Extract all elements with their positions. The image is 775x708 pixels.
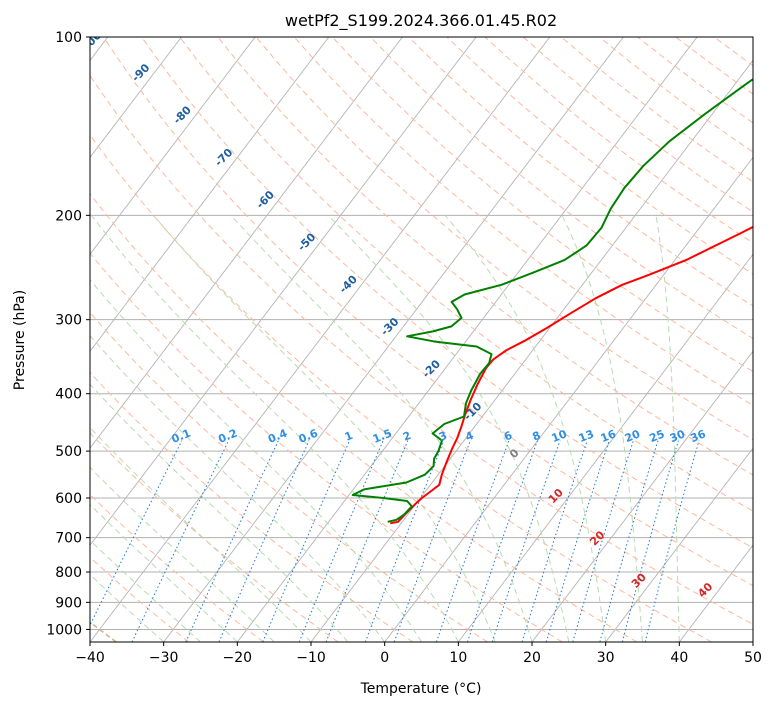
mixing-ratio-line <box>185 440 279 642</box>
x-tick-label: 50 <box>744 650 762 666</box>
moist-adiabat-line <box>91 214 459 642</box>
mixing-ratio-label: 20 <box>623 427 642 445</box>
isotherm-lines <box>90 37 753 642</box>
mixing-ratio-label: 1 <box>343 429 355 444</box>
dry-adiabat-line <box>293 37 753 406</box>
y-tick-label: 700 <box>55 531 82 547</box>
y-tick-label: 200 <box>55 208 82 224</box>
mixing-ratio-label: 3 <box>437 429 449 444</box>
x-tick-label: 10 <box>449 650 467 666</box>
x-axis-label: Temperature (°C) <box>360 681 482 697</box>
y-axis-ticks: 100 200 300 400 500 600 700 800 900 1000 <box>46 30 90 638</box>
isotherm-line <box>605 447 753 642</box>
y-axis-label: Pressure (hPa) <box>12 290 28 390</box>
x-tick-label: 40 <box>670 650 688 666</box>
x-tick-label: −30 <box>149 650 179 666</box>
plot-area: -100-90-80-70-60-50-40-30-20-10010203040… <box>90 37 753 642</box>
moist-adiabat-line <box>90 539 201 642</box>
mixing-ratio-label: 25 <box>647 427 666 445</box>
y-tick-label: 900 <box>55 595 82 611</box>
y-tick-label: 800 <box>55 565 82 581</box>
moist-adiabat-line <box>230 214 533 642</box>
y-tick-label: 400 <box>55 387 82 403</box>
mixing-ratio-line <box>393 440 471 642</box>
moist-adiabat-line <box>153 214 496 642</box>
mixing-ratio-line <box>90 440 183 627</box>
moist-adiabat-line <box>327 214 570 642</box>
isotherm-line <box>90 37 403 449</box>
mixing-ratio-label: 8 <box>531 429 543 444</box>
moist-adiabat-line <box>90 426 312 642</box>
dry-adiabat-line <box>90 193 638 642</box>
moist-adiabat-line <box>90 278 422 642</box>
isotherm-line <box>90 37 477 546</box>
chart-title: wetPf2_S199.2024.366.01.45.R02 <box>285 11 557 31</box>
moist-adiabat-line <box>655 215 680 642</box>
isotherm-line <box>163 37 624 642</box>
isotherm-line <box>90 37 182 159</box>
sounding-profiles <box>351 77 753 525</box>
x-tick-label: −40 <box>75 650 105 666</box>
x-tick-label: 0 <box>380 650 389 666</box>
mixing-ratio-line <box>521 440 588 642</box>
x-tick-label: −20 <box>223 650 253 666</box>
mixing-ratio-line <box>572 440 634 642</box>
dry-adiabat-lines <box>90 37 753 642</box>
mixing-ratio-label: 10 <box>550 427 569 445</box>
x-tick-label: 30 <box>597 650 615 666</box>
isotherm-line <box>90 37 256 256</box>
mixing-ratio-line <box>218 440 310 642</box>
mixing-ratio-line <box>599 440 659 642</box>
dry-adiabat-line <box>255 37 753 441</box>
y-tick-label: 1000 <box>46 622 82 638</box>
isotherm-line <box>236 37 698 642</box>
moist-adiabat-line <box>444 214 607 642</box>
mixing-ratio-line <box>644 440 700 642</box>
y-tick-label: 100 <box>55 30 82 46</box>
y-tick-label: 300 <box>55 313 82 329</box>
mixing-ratio-label: 16 <box>599 427 618 445</box>
dry-adiabat-line <box>90 134 712 642</box>
x-tick-label: −10 <box>296 650 326 666</box>
mixing-ratio-label: 36 <box>689 427 708 445</box>
mixing-ratio-line <box>298 440 384 642</box>
mixing-ratio-label: 13 <box>577 427 596 445</box>
moist-adiabat-line <box>90 503 238 642</box>
plot-frame <box>89 36 754 643</box>
mixing-ratio-label: 2 <box>401 429 413 444</box>
x-axis-ticks: −40 −30 −20 −10 0 10 20 30 40 50 <box>75 642 762 666</box>
mixing-ratio-line <box>435 440 510 642</box>
moist-adiabat-line <box>90 334 386 642</box>
dry-adiabat-line <box>217 37 753 476</box>
isotherm-line <box>384 156 753 642</box>
mixing-ratio-label: 30 <box>668 427 687 445</box>
isotherm-line <box>90 37 551 642</box>
dry-adiabat-line <box>90 371 414 642</box>
dewpoint-profile-line <box>351 77 753 523</box>
mixing-ratio-lines <box>90 440 700 642</box>
isotherm-line <box>90 37 330 352</box>
mixing-ratio-line <box>621 440 679 642</box>
dry-adiabat-line <box>90 432 339 642</box>
mixing-ratio-line <box>545 440 610 642</box>
moist-adiabat-line <box>90 573 165 642</box>
y-tick-label: 500 <box>55 444 82 460</box>
x-tick-label: 20 <box>523 650 541 666</box>
moist-adiabat-line <box>561 215 643 642</box>
mixing-ratio-line <box>262 440 350 642</box>
isotherm-line <box>457 253 753 642</box>
y-tick-label: 600 <box>55 491 82 507</box>
dry-adiabat-line <box>332 37 753 373</box>
isotherm-line <box>531 350 753 642</box>
